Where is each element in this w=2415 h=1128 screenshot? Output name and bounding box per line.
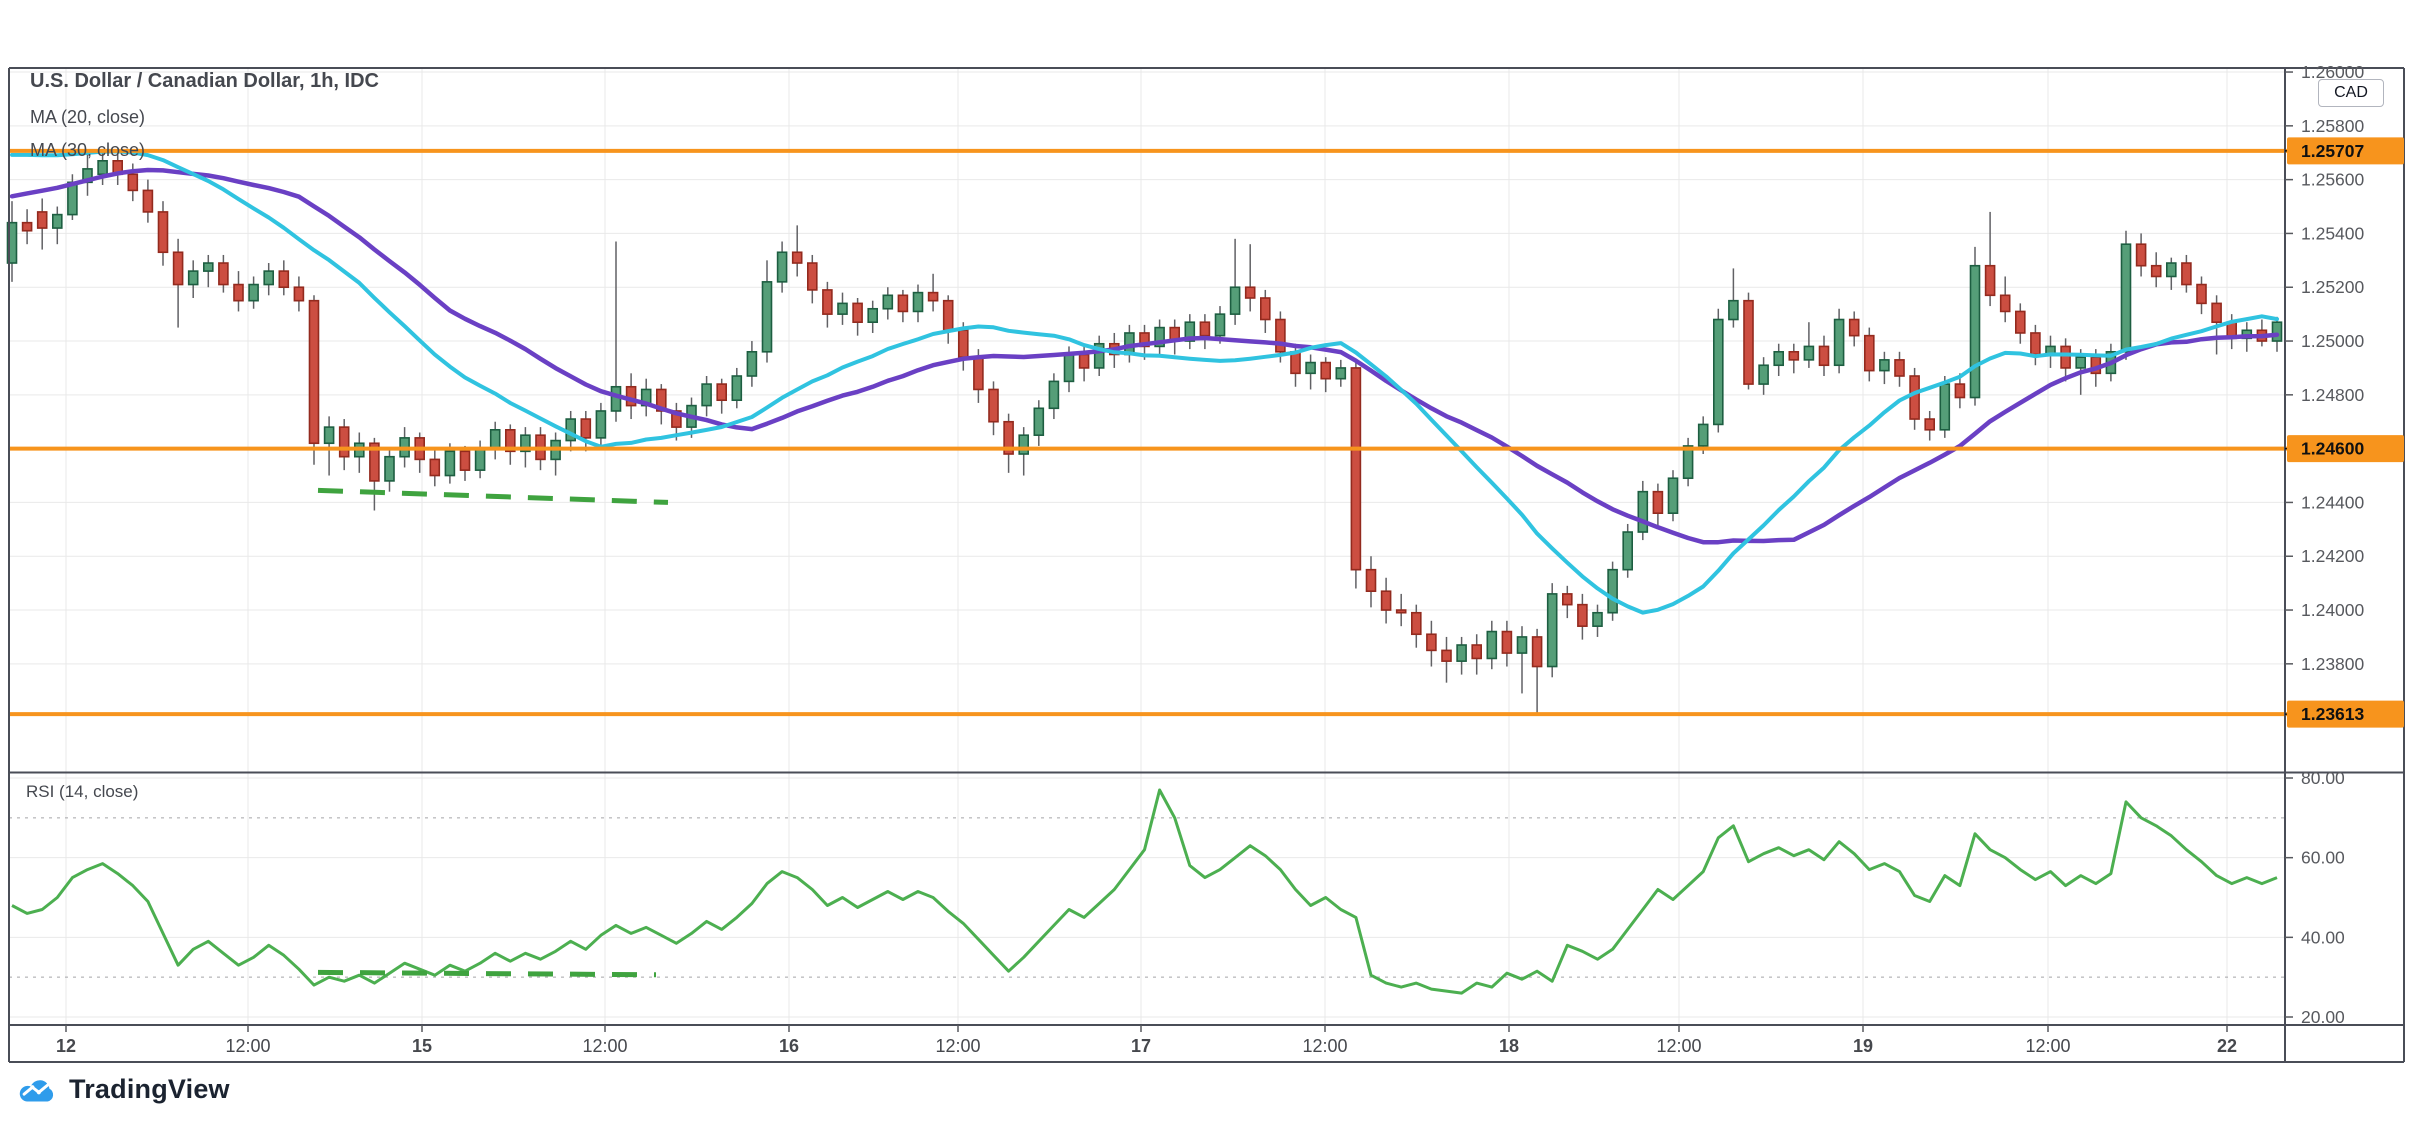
svg-text:12:00: 12:00 bbox=[225, 1036, 270, 1056]
price-level-badge: 1.25707 bbox=[2285, 137, 2404, 165]
svg-text:19: 19 bbox=[1853, 1036, 1873, 1056]
ma20-legend-label[interactable]: MA (20, close) bbox=[30, 107, 146, 127]
rsi-axis: 80.00 60.00 40.00 20.00 bbox=[2285, 768, 2345, 1027]
ma20-line bbox=[10, 149, 2279, 615]
svg-text:1.24400: 1.24400 bbox=[2301, 492, 2365, 512]
dashed-trendline bbox=[317, 487, 669, 505]
rsi-line bbox=[11, 788, 2278, 995]
chart-title: U.S. Dollar / Canadian Dollar, 1h, IDC bbox=[30, 70, 379, 92]
svg-text:60.00: 60.00 bbox=[2301, 848, 2345, 868]
ma30-legend-label[interactable]: MA (30, close) bbox=[30, 140, 146, 160]
svg-text:1.24800: 1.24800 bbox=[2301, 385, 2365, 405]
price-level-badge: 1.24600 bbox=[2285, 435, 2404, 463]
tradingview-logo[interactable]: TradingView bbox=[14, 1074, 230, 1105]
time-axis: 12 12:00 15 12:00 16 12:00 17 12:00 18 12:00 19 12:… bbox=[56, 1025, 2237, 1056]
tradingview-cloud-icon bbox=[19, 1079, 54, 1102]
grid-lines bbox=[9, 68, 2285, 1025]
svg-text:1.25000: 1.25000 bbox=[2301, 331, 2365, 351]
svg-text:80.00: 80.00 bbox=[2301, 768, 2345, 788]
svg-text:16: 16 bbox=[779, 1036, 799, 1056]
svg-text:12:00: 12:00 bbox=[1302, 1036, 1347, 1056]
svg-text:1.23613: 1.23613 bbox=[2301, 704, 2365, 724]
chart-frame bbox=[8, 67, 2405, 1063]
svg-text:12:00: 12:00 bbox=[2025, 1036, 2070, 1056]
svg-text:1.24200: 1.24200 bbox=[2301, 546, 2365, 566]
svg-text:1.24600: 1.24600 bbox=[2301, 439, 2365, 459]
dashed-trendline bbox=[317, 969, 657, 978]
svg-text:1.26000: 1.26000 bbox=[2301, 62, 2365, 82]
svg-text:17: 17 bbox=[1131, 1036, 1151, 1056]
svg-text:12: 12 bbox=[56, 1036, 76, 1056]
svg-text:1.25400: 1.25400 bbox=[2301, 223, 2365, 243]
svg-text:1.23800: 1.23800 bbox=[2301, 654, 2365, 674]
svg-text:12:00: 12:00 bbox=[935, 1036, 980, 1056]
price-axis: 1.26000 1.25800 1.25600 1.25400 1.25200 1.250… bbox=[2285, 62, 2404, 728]
svg-text:1.25200: 1.25200 bbox=[2301, 277, 2365, 297]
price-level-badge: 1.23613 bbox=[2285, 700, 2404, 728]
svg-text:12:00: 12:00 bbox=[582, 1036, 627, 1056]
svg-text:1.25707: 1.25707 bbox=[2301, 141, 2364, 161]
svg-text:1.25800: 1.25800 bbox=[2301, 116, 2365, 136]
svg-text:1.24000: 1.24000 bbox=[2301, 600, 2365, 620]
ma30-line bbox=[9, 167, 2280, 545]
currency-badge: CAD bbox=[2318, 79, 2384, 107]
svg-text:18: 18 bbox=[1499, 1036, 1519, 1056]
svg-text:15: 15 bbox=[412, 1036, 432, 1056]
rsi-legend-label[interactable]: RSI (14, close) bbox=[26, 782, 139, 801]
svg-text:1.25600: 1.25600 bbox=[2301, 170, 2365, 190]
svg-text:40.00: 40.00 bbox=[2301, 927, 2345, 947]
tradingview-logo-text: TradingView bbox=[69, 1074, 230, 1104]
svg-text:20.00: 20.00 bbox=[2301, 1007, 2345, 1027]
svg-text:12:00: 12:00 bbox=[1656, 1036, 1701, 1056]
svg-text:22: 22 bbox=[2217, 1036, 2237, 1056]
